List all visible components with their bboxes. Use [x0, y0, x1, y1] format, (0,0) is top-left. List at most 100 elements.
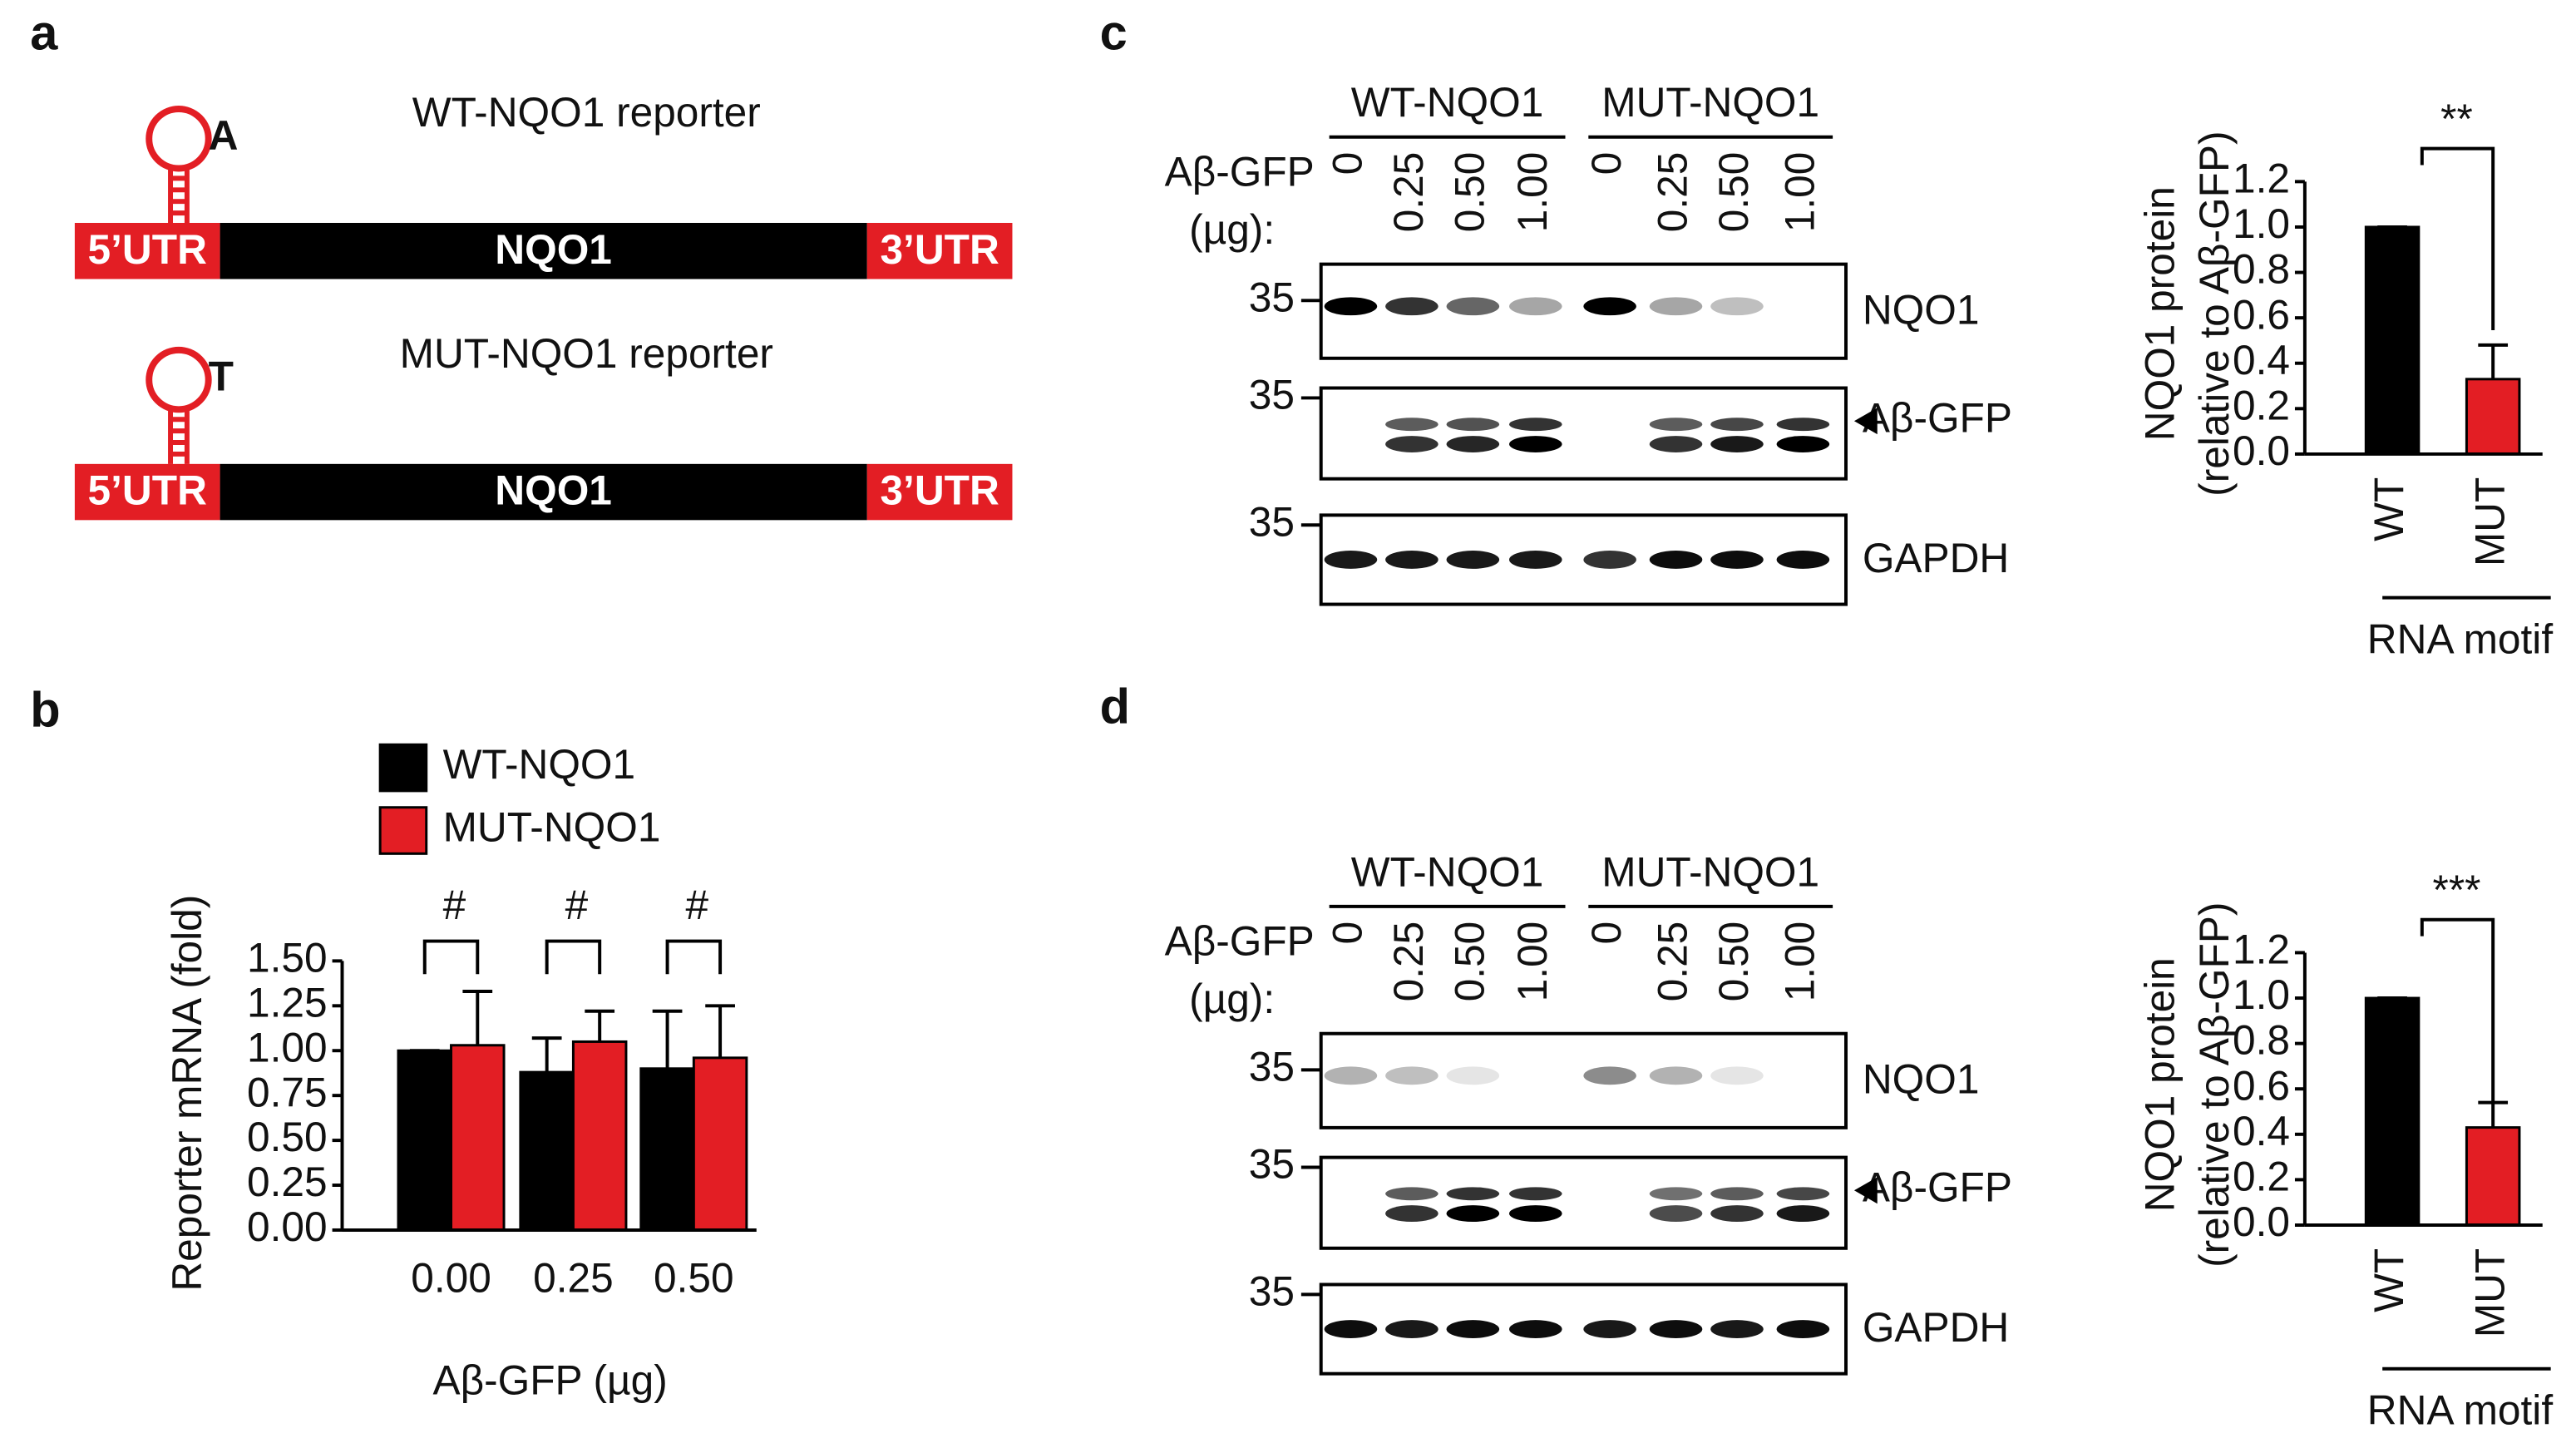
panel-label: b — [30, 681, 60, 737]
bar — [639, 1067, 695, 1232]
row-label: Aβ-GFP — [1863, 1164, 2012, 1210]
utr3-box — [866, 463, 1013, 521]
y-tick-label: 0.4 — [2233, 337, 2290, 383]
band — [1509, 1205, 1562, 1223]
dose-value: 0.50 — [1446, 152, 1493, 233]
band — [1446, 418, 1500, 432]
bar — [692, 1056, 748, 1232]
band — [1324, 297, 1378, 316]
cds-box — [220, 222, 867, 279]
x-tick-label: WT — [2366, 477, 2412, 541]
band — [1649, 1187, 1703, 1201]
band — [1446, 436, 1500, 452]
bar — [397, 1049, 453, 1232]
band — [1446, 1066, 1500, 1085]
y-axis-label: Reporter mRNA (fold) — [164, 895, 210, 1292]
legend-swatch — [378, 806, 428, 855]
band — [1649, 1320, 1703, 1338]
band — [1583, 551, 1636, 569]
row-label: GAPDH — [1863, 535, 2009, 581]
bracket — [2420, 146, 2495, 331]
band — [1324, 1320, 1378, 1338]
significance: ** — [2440, 96, 2473, 142]
y-tick-label: 1.50 — [247, 934, 328, 981]
dose-value: 1.00 — [1509, 922, 1556, 1002]
band — [1385, 436, 1439, 452]
band — [1776, 1205, 1830, 1223]
bar — [2465, 378, 2521, 456]
x-axis-label: Aβ-GFP (µg) — [433, 1357, 668, 1404]
y-tick-label: 0.2 — [2233, 382, 2290, 428]
band — [1446, 551, 1500, 569]
band — [1583, 1066, 1636, 1085]
dose-value: 0 — [1325, 152, 1371, 175]
y-tick-label: 0.0 — [2233, 427, 2290, 474]
bracket — [665, 939, 723, 975]
band — [1776, 551, 1830, 569]
band — [1509, 1320, 1562, 1338]
band — [1649, 436, 1703, 452]
band — [1446, 1320, 1500, 1338]
group-label: MUT-NQO1 — [1601, 79, 1819, 126]
y-axis-label: (relative to Aβ-GFP) — [2191, 131, 2238, 497]
row-label: Aβ-GFP — [1863, 394, 2012, 441]
hairpin-loop — [146, 346, 212, 413]
band — [1710, 436, 1764, 452]
band — [1710, 1187, 1764, 1201]
y-tick-label: 1.0 — [2233, 200, 2290, 247]
y-tick-label: 1.00 — [247, 1024, 328, 1070]
x-tick-label: 0.50 — [654, 1255, 734, 1302]
marker-label: 35 — [1249, 1044, 1295, 1090]
x-tick-label: WT — [2366, 1248, 2412, 1312]
band — [1385, 297, 1439, 316]
band — [1509, 297, 1562, 316]
band — [1649, 1066, 1703, 1085]
group-label: WT-NQO1 — [1351, 848, 1544, 895]
panel-label: c — [1100, 4, 1128, 60]
x-tick-label: 0.00 — [411, 1255, 491, 1302]
significance: *** — [2433, 867, 2481, 913]
group-label: RNA motif — [2367, 1386, 2554, 1433]
y-axis-label: NQO1 protein — [2136, 957, 2183, 1212]
group-label: WT-NQO1 — [1351, 79, 1544, 126]
hairpin-loop — [146, 106, 212, 172]
bar — [571, 1040, 628, 1232]
bracket — [2420, 917, 2495, 1102]
band — [1649, 297, 1703, 316]
band — [1776, 1320, 1830, 1338]
y-tick-label: 0.4 — [2233, 1108, 2290, 1154]
y-axis-label: NQO1 protein — [2136, 186, 2183, 441]
nucleotide: A — [209, 112, 239, 159]
band — [1385, 1187, 1439, 1201]
dose-value: 1.00 — [1776, 922, 1823, 1002]
band — [1385, 1205, 1439, 1223]
dose-value: 0.50 — [1446, 922, 1493, 1002]
arrowhead — [1853, 408, 1878, 435]
marker-label: 35 — [1249, 372, 1295, 418]
y-tick-label: 0.6 — [2233, 291, 2290, 338]
y-tick-label: 1.2 — [2233, 155, 2290, 201]
band — [1446, 1205, 1500, 1223]
row-label: NQO1 — [1863, 1055, 1980, 1102]
bar — [2465, 1126, 2521, 1227]
cds-box — [220, 463, 867, 521]
band — [1385, 418, 1439, 432]
band — [1509, 436, 1562, 452]
band — [1776, 436, 1830, 452]
marker-label: 35 — [1249, 1141, 1295, 1188]
dose-value: 0 — [1325, 922, 1371, 945]
utr3-label: 3’UTR — [880, 226, 999, 273]
y-tick-label: 1.0 — [2233, 971, 2290, 1018]
legend-swatch — [378, 743, 428, 793]
group-label: MUT-NQO1 — [1601, 848, 1819, 895]
annotation: # — [686, 882, 709, 928]
dose-unit: (µg): — [1189, 976, 1275, 1022]
band — [1710, 1066, 1764, 1085]
y-axis-label: (relative to Aβ-GFP) — [2191, 902, 2238, 1268]
band — [1710, 418, 1764, 432]
y-tick-label: 0.50 — [247, 1114, 328, 1160]
bar — [2364, 996, 2421, 1227]
y-tick-label: 0.8 — [2233, 246, 2290, 293]
dose-value: 0.25 — [1385, 152, 1432, 233]
